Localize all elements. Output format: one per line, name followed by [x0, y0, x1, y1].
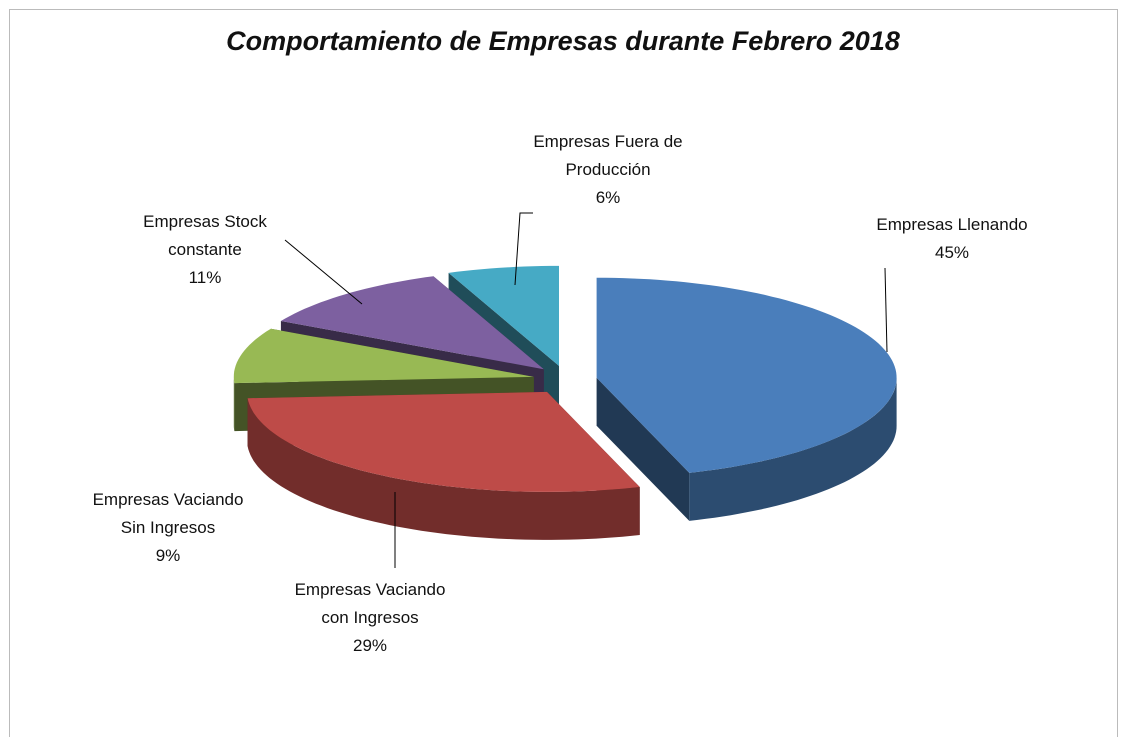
label-category: Empresas Llenando	[876, 215, 1028, 234]
slice-wall	[596, 377, 690, 521]
label-value: 9%	[155, 546, 181, 565]
slice-top	[280, 276, 544, 370]
data-label: Empresas Llenando 45%	[867, 211, 1037, 267]
frame	[9, 9, 1118, 737]
label-value: 11%	[188, 268, 222, 287]
slice	[596, 277, 897, 521]
leader-line	[284, 239, 363, 305]
data-label: Empresas Fuera de Producción 6%	[523, 128, 693, 212]
leader-line	[884, 267, 888, 353]
label-category: Empresas Vaciando Sin Ingresos	[92, 490, 244, 537]
slice	[247, 391, 640, 540]
slice-side	[247, 398, 640, 540]
leader-line	[514, 212, 533, 286]
label-value: 29%	[352, 636, 388, 655]
data-label: Empresas Vaciando Sin Ingresos 9%	[83, 486, 253, 570]
label-category: Empresas Vaciando con Ingresos	[294, 580, 446, 627]
label-value: 6%	[595, 188, 621, 207]
data-label: Empresas Stock constante 11%	[135, 208, 275, 292]
slice-top	[596, 277, 897, 473]
slice-top	[448, 265, 559, 366]
label-category: Empresas Stock constante	[143, 212, 267, 259]
slice-top	[233, 328, 534, 384]
data-label: Empresas Vaciando con Ingresos 29%	[285, 576, 455, 660]
label-category: Empresas Fuera de Producción	[533, 132, 683, 179]
label-value: 45%	[934, 243, 970, 262]
slice-side	[233, 376, 235, 432]
chart-title: Comportamiento de Empresas durante Febre…	[226, 26, 900, 56]
slice-top	[247, 391, 640, 492]
slice-side	[689, 377, 897, 521]
